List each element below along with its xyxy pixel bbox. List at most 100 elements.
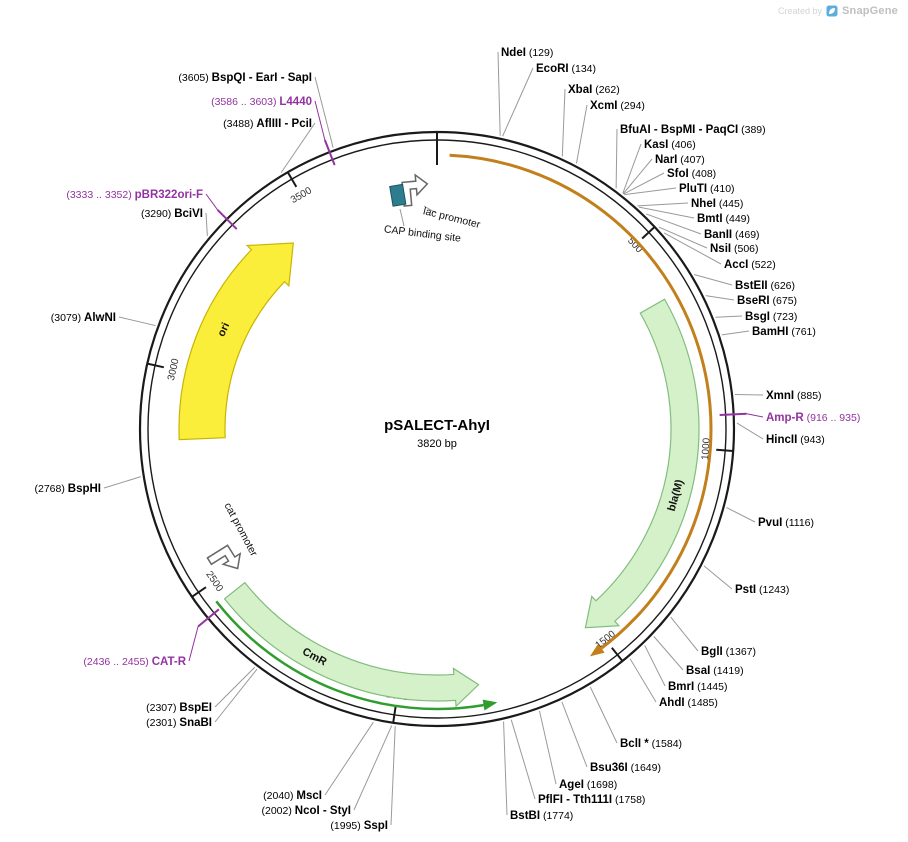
callout-line-bmti xyxy=(638,206,695,219)
callout-line-xbai xyxy=(561,88,566,157)
primer-label-pbr322ori-f[interactable]: (3333 .. 3352) pBR322ori-F xyxy=(66,189,203,201)
enzyme-label-bsteii[interactable]: BstEII (626) xyxy=(735,280,795,292)
feature-lac-promoter[interactable] xyxy=(401,173,430,207)
callout-line-l4440 xyxy=(314,100,326,141)
enzyme-label-xcmi[interactable]: XcmI (294) xyxy=(590,100,645,112)
callout-line-bfuai-bspmi-paqci xyxy=(615,128,618,189)
enzyme-label-ncoi-styi[interactable]: (2002) NcoI - StyI xyxy=(261,805,351,817)
watermark-created-by: Created by xyxy=(777,6,822,16)
watermark: Created by SnapGene xyxy=(778,5,898,17)
enzyme-label-bsu36i[interactable]: Bsu36I (1649) xyxy=(590,762,661,774)
callout-line-pbr322ori-f xyxy=(205,193,219,211)
callout-line-bspei xyxy=(214,666,256,708)
enzyme-label-msci[interactable]: (2040) MscI xyxy=(263,790,322,802)
enzyme-label-acci[interactable]: AccI (522) xyxy=(724,259,776,271)
callout-line-ndei xyxy=(497,51,501,136)
feature-cap-binding-site[interactable] xyxy=(389,183,407,207)
enzyme-label-bstbi[interactable]: BstBI (1774) xyxy=(510,810,573,822)
callout-line-bcivi xyxy=(205,212,208,236)
enzyme-label-bcli[interactable]: BclI * (1584) xyxy=(620,738,682,750)
enzyme-label-ndei[interactable]: NdeI (129) xyxy=(501,47,553,59)
enzyme-label-alwni[interactable]: (3079) AlwNI xyxy=(51,312,116,324)
callout-line-cat-r xyxy=(188,626,199,662)
enzyme-label-pluti[interactable]: PluTI (410) xyxy=(679,183,735,195)
enzyme-label-ecori[interactable]: EcoRI (134) xyxy=(536,63,596,75)
enzyme-label-hincii[interactable]: HincII (943) xyxy=(766,434,825,446)
enzyme-label-bspei[interactable]: (2307) BspEI xyxy=(146,702,212,714)
enzyme-label-snabi[interactable]: (2301) SnaBI xyxy=(146,717,212,729)
enzyme-label-bspqi-eari-sapi[interactable]: (3605) BspQI - EarI - SapI xyxy=(178,72,312,84)
callout-line-bamhi xyxy=(721,330,750,336)
enzyme-label-nhei[interactable]: NheI (445) xyxy=(691,198,743,210)
enzyme-label-bseri[interactable]: BseRI (675) xyxy=(737,295,797,307)
feature-insert[interactable] xyxy=(449,153,713,650)
enzyme-label-bsai[interactable]: BsaI (1419) xyxy=(686,665,744,677)
enzyme-label-nsii[interactable]: NsiI (506) xyxy=(710,243,759,255)
feature-cat[interactable] xyxy=(215,600,484,711)
callout-line-msci xyxy=(324,721,374,796)
enzyme-label-kasi[interactable]: KasI (406) xyxy=(644,139,696,151)
plasmid-size: 3820 bp xyxy=(417,438,457,450)
enzyme-label-afliii-pcii[interactable]: (3488) AflIII - PciI xyxy=(223,118,312,130)
feature-cap-binding-site-connector xyxy=(399,208,405,227)
plasmid-name: pSALECT-AhyI xyxy=(384,417,490,434)
callout-line-snabi xyxy=(214,668,258,723)
primer-label-amp-r[interactable]: Amp-R (916 .. 935) xyxy=(766,412,860,424)
enzyme-label-bmri[interactable]: BmrI (1445) xyxy=(668,681,727,693)
scale-tick xyxy=(191,586,207,598)
callout-line-pluti xyxy=(624,187,677,196)
enzyme-label-bfuai-bspmi-paqci[interactable]: BfuAI - BspMI - PaqCI (389) xyxy=(620,124,766,136)
enzyme-label-bgli[interactable]: BglI (1367) xyxy=(701,646,756,658)
primer-tick-amp-r xyxy=(719,412,747,417)
callout-line-kasi xyxy=(622,143,642,194)
callout-line-bgli xyxy=(670,616,699,652)
enzyme-label-bsgi[interactable]: BsgI (723) xyxy=(745,311,797,323)
enzyme-label-banii[interactable]: BanII (469) xyxy=(704,229,760,241)
callout-line-nsii xyxy=(658,226,708,249)
feature-cmr[interactable] xyxy=(223,581,480,708)
enzyme-label-psti[interactable]: PstI (1243) xyxy=(735,584,789,596)
callout-line-ahdi xyxy=(629,658,657,703)
primer-label-cat-r[interactable]: (2436 .. 2455) CAT-R xyxy=(83,656,186,668)
scale-tick xyxy=(147,362,165,369)
callout-line-bstbi xyxy=(503,721,508,816)
enzyme-label-bamhi[interactable]: BamHI (761) xyxy=(752,326,816,338)
feature-bla-m[interactable] xyxy=(584,298,700,629)
enzyme-label-agei[interactable]: AgeI (1698) xyxy=(559,779,617,791)
callout-line-acci xyxy=(663,232,722,265)
enzyme-label-xmni[interactable]: XmnI (885) xyxy=(766,390,822,402)
enzyme-label-pvui[interactable]: PvuI (1116) xyxy=(758,517,814,529)
callout-line-bsai xyxy=(653,636,684,671)
scale-tick xyxy=(392,705,397,723)
callout-line-amp-r xyxy=(746,413,764,418)
feature-ori[interactable] xyxy=(178,242,294,441)
feature-insert-arrowhead xyxy=(589,643,605,657)
enzyme-label-bcivi[interactable]: (3290) BciVI xyxy=(141,208,203,220)
callout-line-pvui xyxy=(726,507,756,523)
enzyme-label-bmti[interactable]: BmtI (449) xyxy=(697,213,750,225)
callout-line-bsphi xyxy=(103,476,141,489)
callout-line-agei xyxy=(539,710,557,785)
enzyme-label-sspi[interactable]: (1995) SspI xyxy=(330,820,388,832)
callout-line-alwni xyxy=(118,316,156,327)
enzyme-label-bsphi[interactable]: (2768) BspHI xyxy=(34,483,101,495)
feature-cap-binding-site-label: CAP binding site xyxy=(383,223,461,244)
enzyme-label-nari[interactable]: NarI (407) xyxy=(655,154,705,166)
enzyme-label-sfoi[interactable]: SfoI (408) xyxy=(667,168,716,180)
callout-line-xcmi xyxy=(575,104,588,164)
scale-tick-label: 3500 xyxy=(289,185,314,206)
scale-tick xyxy=(611,647,624,662)
enzyme-label-xbai[interactable]: XbaI (262) xyxy=(568,84,620,96)
feature-cat-promoter[interactable] xyxy=(206,542,246,579)
enzyme-label-ahdi[interactable]: AhdI (1485) xyxy=(659,697,718,709)
snapgene-logo-icon xyxy=(826,5,838,17)
primer-tick-cat-r xyxy=(197,608,220,628)
callout-line-bmri xyxy=(644,645,666,687)
primer-label-l4440[interactable]: (3586 .. 3603) L4440 xyxy=(211,96,312,108)
scale-tick xyxy=(641,226,656,240)
callout-line-afliii-pcii xyxy=(280,122,316,173)
callout-line-hincii xyxy=(736,422,764,440)
enzyme-label-pflfi-tth111i[interactable]: PflFI - Tth111I (1758) xyxy=(538,794,645,806)
